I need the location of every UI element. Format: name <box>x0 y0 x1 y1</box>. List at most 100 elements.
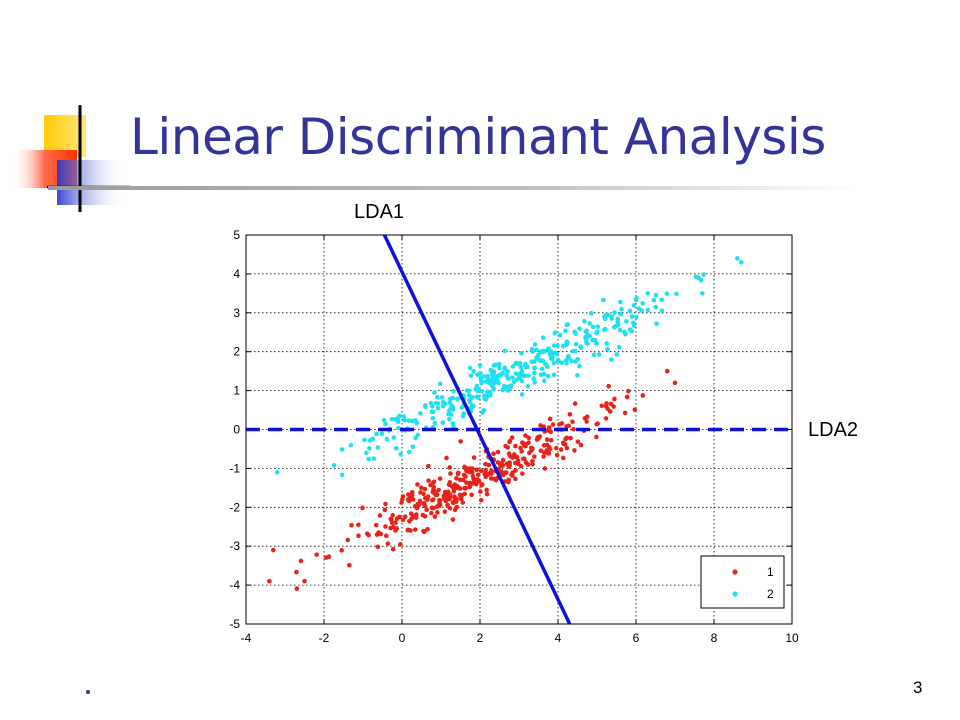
data-point <box>612 396 617 402</box>
data-point <box>402 417 407 423</box>
lda2-label: LDA2 <box>808 419 859 441</box>
data-point <box>475 472 481 478</box>
data-point <box>425 526 430 532</box>
data-point <box>485 373 491 379</box>
data-point <box>478 489 483 494</box>
data-point <box>360 505 365 511</box>
data-point <box>489 381 495 386</box>
data-point <box>640 301 646 306</box>
data-point <box>520 471 525 476</box>
data-point <box>431 497 436 502</box>
data-point <box>560 440 566 446</box>
data-point <box>437 381 443 387</box>
data-point <box>571 426 576 432</box>
data-point <box>375 445 381 450</box>
data-point <box>388 525 393 531</box>
data-point <box>568 435 573 441</box>
data-point <box>519 372 525 377</box>
data-point <box>573 341 579 347</box>
data-point <box>420 512 426 518</box>
data-point <box>378 531 384 537</box>
data-point <box>572 329 578 335</box>
data-point <box>545 373 551 379</box>
data-point <box>481 374 487 379</box>
data-point <box>584 328 589 334</box>
data-point <box>390 546 396 552</box>
data-point <box>423 503 428 509</box>
data-point <box>410 497 416 502</box>
data-point <box>739 259 744 265</box>
data-point <box>436 487 441 493</box>
data-point <box>491 451 496 457</box>
data-point <box>513 443 518 449</box>
data-point <box>523 460 529 465</box>
data-point <box>640 393 646 398</box>
bullet-dot <box>86 690 90 694</box>
y-tick-label: 3 <box>233 306 240 320</box>
data-point <box>541 454 546 459</box>
lda-lines <box>246 234 792 625</box>
data-point <box>473 481 479 487</box>
data-point <box>455 471 461 477</box>
lda1-label: LDA1 <box>354 201 405 223</box>
data-point <box>513 476 518 482</box>
data-point <box>510 364 516 369</box>
data-point <box>630 320 636 326</box>
data-point <box>532 342 538 347</box>
data-point <box>467 480 473 486</box>
data-point <box>429 510 434 516</box>
data-point <box>624 319 629 324</box>
data-point <box>448 412 454 417</box>
data-point <box>452 482 458 487</box>
data-point <box>383 501 388 507</box>
data-point <box>451 489 457 494</box>
x-tick-label: 6 <box>633 631 640 645</box>
y-tick-label: 2 <box>233 345 240 359</box>
data-point <box>442 509 448 514</box>
data-point <box>506 376 511 381</box>
data-point <box>604 341 609 346</box>
data-point <box>552 350 558 356</box>
x-tick-label: 10 <box>785 631 799 645</box>
data-point <box>529 346 535 352</box>
data-point <box>274 469 280 475</box>
data-point <box>558 447 564 452</box>
data-point <box>615 316 620 322</box>
data-point <box>612 310 617 315</box>
data-point <box>634 295 639 301</box>
data-point <box>519 350 524 356</box>
data-point <box>539 366 545 372</box>
data-point <box>570 419 575 425</box>
data-point <box>672 380 678 386</box>
data-point <box>398 542 403 547</box>
data-point <box>540 358 546 364</box>
data-point <box>450 517 456 522</box>
data-point <box>408 511 414 516</box>
data-point <box>651 297 657 303</box>
legend-box <box>700 555 785 609</box>
data-point <box>477 362 483 368</box>
data-point <box>447 496 452 501</box>
data-point <box>394 526 400 531</box>
data-point <box>525 383 531 389</box>
data-point <box>415 501 421 507</box>
data-point <box>417 498 423 504</box>
data-point <box>735 256 740 261</box>
data-point <box>594 330 599 336</box>
data-point <box>599 403 605 409</box>
data-point <box>626 388 631 394</box>
data-point <box>538 349 544 354</box>
data-point <box>442 401 448 406</box>
data-point <box>664 291 670 296</box>
data-point <box>459 405 465 410</box>
data-point <box>425 494 431 499</box>
data-point <box>356 522 361 528</box>
data-point <box>413 418 418 423</box>
data-point <box>534 437 540 442</box>
data-point <box>622 329 627 335</box>
data-point <box>437 476 443 481</box>
data-point <box>468 373 474 378</box>
data-point <box>496 361 502 367</box>
data-point <box>444 455 449 461</box>
series-2-points <box>274 256 744 478</box>
